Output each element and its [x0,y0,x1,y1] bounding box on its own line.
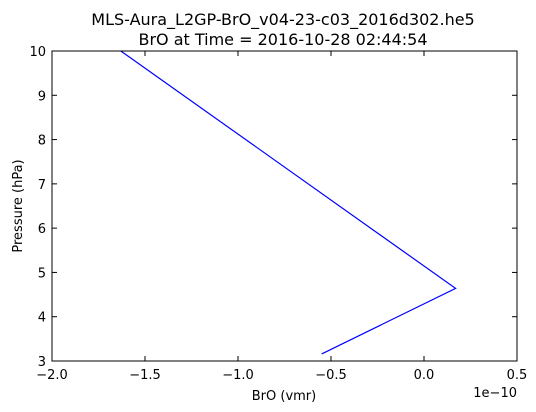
x-tick-label: −1.5 [129,368,161,383]
x-tick-label: 0.5 [507,368,528,383]
chart-title: MLS-Aura_L2GP-BrO_v04-23-c03_2016d302.he… [91,10,474,30]
y-tick-label: 4 [38,311,46,326]
x-tick-label: −2.0 [36,368,68,383]
plot-area: −2.0 −1.5 −1.0 −0.5 0.0 0.5 3 4 5 6 7 8 9 10 [29,45,527,383]
x-tick-label: 0.0 [414,368,435,383]
y-tick-label: 3 [38,355,46,370]
y-tick-label: 10 [29,45,46,60]
x-axis-multiplier: 1e−10 [473,386,517,401]
x-tick-label: −1.0 [222,368,254,383]
y-tick-label: 6 [38,222,46,237]
chart-subtitle: BrO at Time = 2016-10-28 02:44:54 [138,30,427,49]
y-axis-label: Pressure (hPa) [11,159,26,252]
y-tick-label: 9 [38,89,46,104]
y-tick-label: 8 [38,134,46,149]
plot-background [52,51,517,361]
y-tick-label: 5 [38,266,46,281]
x-axis-label: BrO (vmr) [252,389,316,404]
y-tick-label: 7 [38,178,46,193]
x-tick-label: −0.5 [315,368,347,383]
